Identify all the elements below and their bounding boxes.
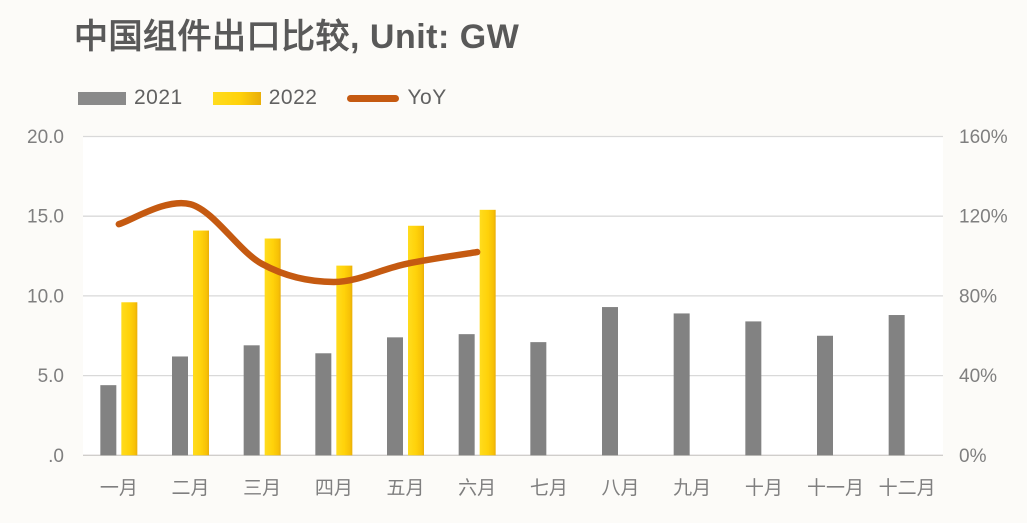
bar-2022-2 bbox=[193, 230, 209, 456]
bar-2022-4 bbox=[336, 265, 353, 456]
right-axis-tick: 0% bbox=[959, 446, 987, 467]
left-axis-tick: .0 bbox=[48, 446, 64, 467]
legend-item-yoy: YoY bbox=[347, 86, 446, 110]
bar-2021-3 bbox=[243, 345, 260, 456]
bar-2021-8 bbox=[602, 307, 618, 456]
bar-2021-11 bbox=[817, 335, 833, 456]
legend-item-2022: 2022 bbox=[212, 86, 318, 110]
bar-2022-1 bbox=[121, 302, 138, 456]
right-axis-tick: 120% bbox=[959, 207, 1008, 228]
x-axis-label-month-8: 八月 bbox=[601, 478, 639, 499]
bar-2022-6 bbox=[479, 209, 496, 456]
legend-label-2021: 2021 bbox=[134, 86, 183, 109]
yoy-line bbox=[115, 199, 481, 286]
x-axis-label-month-4: 四月 bbox=[315, 478, 353, 499]
right-axis-tick: 80% bbox=[959, 286, 997, 307]
left-axis-tick: 15.0 bbox=[27, 207, 64, 228]
left-axis-tick: 20.0 bbox=[27, 127, 64, 148]
left-axis-tick: 10.0 bbox=[27, 286, 64, 307]
bar-2021-4 bbox=[315, 353, 332, 456]
legend-swatch-2022-bar bbox=[212, 91, 261, 105]
bar-2021-12 bbox=[888, 315, 905, 456]
bar-2021-10 bbox=[745, 321, 762, 456]
legend-item-2021: 2021 bbox=[78, 86, 183, 110]
chart-title: 中国组件出口比较, Unit: GW bbox=[74, 18, 520, 56]
bar-2022-3 bbox=[264, 238, 281, 456]
left-axis-tick: 5.0 bbox=[38, 366, 64, 387]
bar-2021-9 bbox=[673, 313, 690, 456]
right-axis-tick: 40% bbox=[959, 366, 997, 387]
x-axis-label-month-7: 七月 bbox=[530, 477, 568, 499]
legend: 2021 2022 YoY bbox=[78, 86, 447, 110]
legend-label-yoy: YoY bbox=[407, 86, 447, 109]
x-axis-label-month-2: 二月 bbox=[171, 478, 209, 499]
x-axis-label-month-5: 五月 bbox=[386, 478, 424, 499]
x-axis-label-month-3: 三月 bbox=[243, 478, 281, 499]
x-axis-label-month-12: 十二月 bbox=[879, 477, 936, 499]
bar-2021-1 bbox=[100, 385, 117, 456]
x-axis-label-month-1: 一月 bbox=[100, 478, 138, 499]
legend-swatch-2021-bar bbox=[78, 91, 126, 105]
bar-2021-5 bbox=[387, 337, 403, 456]
x-axis-label-month-10: 十月 bbox=[745, 477, 783, 499]
legend-label-2022: 2022 bbox=[268, 86, 318, 109]
x-axis-label-month-9: 九月 bbox=[673, 477, 711, 499]
bar-2021-7 bbox=[530, 342, 547, 456]
x-axis-label-month-11: 十一月 bbox=[807, 477, 864, 499]
right-axis-tick: 160% bbox=[959, 127, 1008, 148]
legend-swatch-yoy-line bbox=[347, 94, 400, 102]
bar-2021-2 bbox=[172, 356, 188, 456]
bar-2022-5 bbox=[408, 225, 424, 456]
bar-2021-6 bbox=[458, 334, 475, 456]
x-axis-label-month-6: 六月 bbox=[458, 477, 496, 499]
